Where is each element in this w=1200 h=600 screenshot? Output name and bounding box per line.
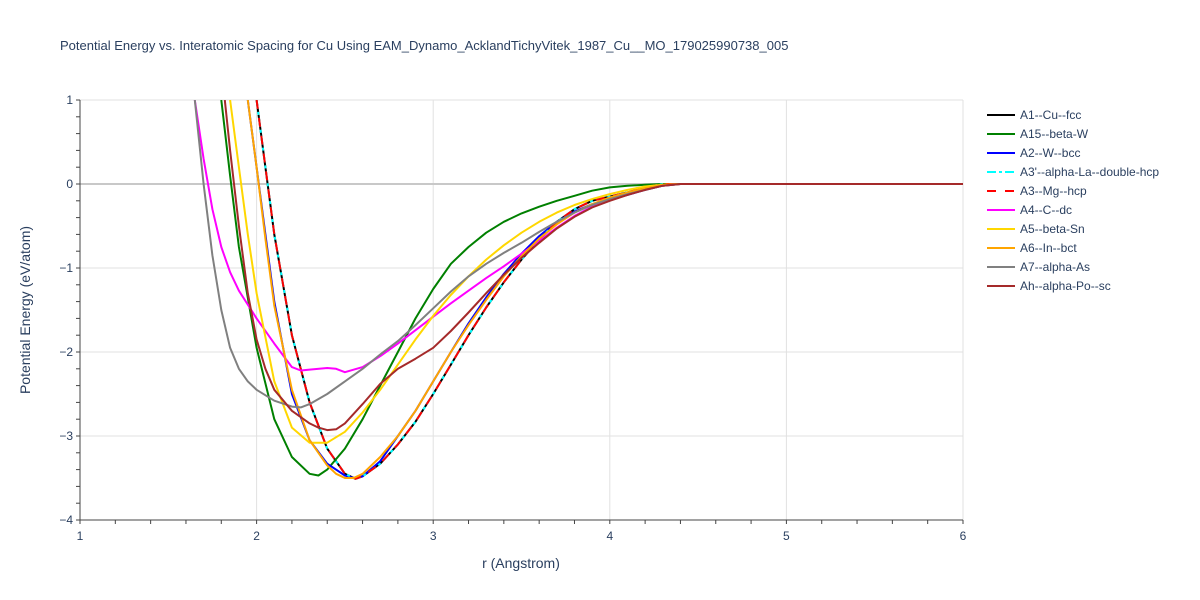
series-lines <box>193 100 963 480</box>
legend: A1--Cu--fcc A15--beta-W A2--W--bcc A3'--alp… <box>987 108 1159 293</box>
y-tick-label: 0 <box>66 177 73 191</box>
legend-label: Ah--alpha-Po--sc <box>1020 279 1111 293</box>
y-tick-label: −2 <box>59 345 73 359</box>
y-axis-ticks: 1 0 −1 −2 −3 −4 <box>59 93 80 527</box>
x-tick-label: 4 <box>606 529 613 543</box>
series-line-a15-beta-w <box>220 100 963 477</box>
y-tick-label: −3 <box>59 429 73 443</box>
y-tick-label: −1 <box>59 261 73 275</box>
legend-label: A15--beta-W <box>1020 127 1089 141</box>
legend-label: A5--beta-Sn <box>1020 222 1085 236</box>
y-axis-title: Potential Energy (eV/atom) <box>17 226 33 394</box>
x-tick-label: 1 <box>77 529 84 543</box>
legend-label: A3'--alpha-La--double-hcp <box>1020 165 1159 179</box>
legend-label: A4--C--dc <box>1020 203 1072 217</box>
series-line-a5-beta-sn <box>229 100 963 444</box>
grid <box>79 99 964 521</box>
chart-title: Potential Energy vs. Interatomic Spacing… <box>60 38 788 53</box>
x-tick-label: 3 <box>430 529 437 543</box>
legend-label: A2--W--bcc <box>1020 146 1080 160</box>
series-line-a7-alpha-as <box>193 100 963 409</box>
series-line-a6-in-bct <box>246 100 963 479</box>
x-tick-label: 6 <box>960 529 967 543</box>
x-axis-ticks: 1 2 3 4 5 6 <box>77 520 967 543</box>
x-axis-title: r (Angstrom) <box>482 555 560 571</box>
y-tick-label: −4 <box>59 513 73 527</box>
x-tick-label: 5 <box>783 529 790 543</box>
x-tick-label: 2 <box>253 529 260 543</box>
y-tick-label: 1 <box>66 93 73 107</box>
series-line-a4-c-dc <box>193 100 963 374</box>
legend-label: A6--In--bct <box>1020 241 1077 255</box>
legend-label: A1--Cu--fcc <box>1020 108 1081 122</box>
series-line-ah-alpha-po-sc <box>223 100 963 432</box>
legend-label: A3--Mg--hcp <box>1020 184 1087 198</box>
legend-label: A7--alpha-As <box>1020 260 1090 274</box>
